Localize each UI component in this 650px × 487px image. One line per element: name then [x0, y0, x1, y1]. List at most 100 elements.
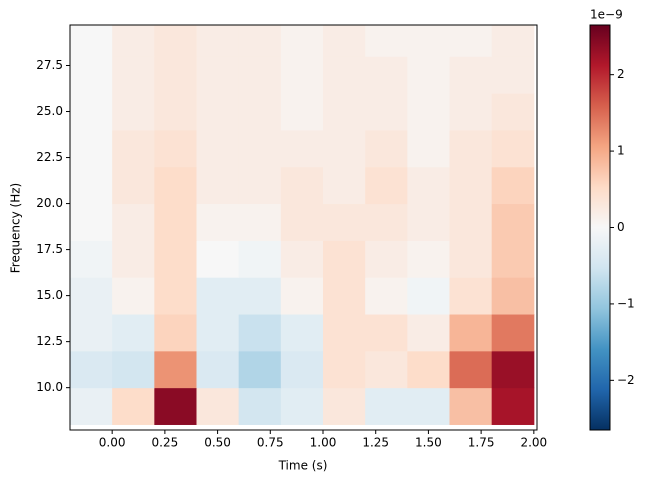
heatmap-cell: [449, 314, 493, 352]
heatmap-cell: [196, 387, 240, 425]
x-tick-label: 0.00: [99, 436, 126, 450]
x-tick-label: 0.25: [152, 436, 179, 450]
heatmap-cell: [70, 93, 113, 131]
heatmap-cell: [154, 240, 198, 278]
x-axis-label: Time (s): [278, 459, 328, 473]
heatmap-cell: [70, 56, 113, 94]
x-tick-label: 1.75: [468, 436, 495, 450]
heatmap-cell: [196, 314, 240, 352]
heatmap-cell: [112, 129, 155, 168]
heatmap-cell: [491, 203, 535, 241]
heatmap-cell: [449, 129, 493, 168]
heatmap-cell: [365, 25, 408, 57]
heatmap-cell: [323, 277, 366, 315]
heatmap-cell: [238, 25, 282, 57]
heatmap-cell: [238, 240, 282, 278]
heatmap-cell: [238, 350, 282, 389]
heatmap-cell: [280, 203, 324, 241]
heatmap-cell: [196, 240, 240, 278]
heatmap-cell: [154, 350, 198, 389]
heatmap-cell: [154, 277, 198, 315]
heatmap-cell: [70, 240, 113, 278]
heatmap-cell: [196, 56, 240, 94]
heatmap-cell: [70, 166, 113, 205]
heatmap-cell: [238, 93, 282, 131]
colorbar-tick-label: 0: [617, 220, 625, 234]
colorbar-tick-label: 2: [617, 67, 625, 81]
heatmap-cell: [112, 240, 155, 278]
heatmap-cell: [154, 129, 198, 168]
heatmap-cell: [365, 350, 408, 389]
heatmap-cell: [323, 387, 366, 425]
heatmap-cell: [280, 314, 324, 352]
heatmap-cell: [112, 93, 155, 131]
heatmap-cell: [280, 350, 324, 389]
heatmap-cell: [112, 25, 155, 57]
heatmap-cell: [449, 240, 493, 278]
colorbar-tick-label: 1: [617, 144, 625, 158]
heatmap-cell: [280, 240, 324, 278]
heatmap-cell: [154, 314, 198, 352]
y-tick-label: 10.0: [36, 380, 63, 394]
heatmap-cell: [365, 166, 408, 205]
heatmap-cell: [70, 277, 113, 315]
heatmap-cell: [323, 93, 366, 131]
heatmap-cell: [280, 166, 324, 205]
heatmap-cell: [449, 203, 493, 241]
heatmap-cell: [280, 93, 324, 131]
heatmap-cell: [449, 166, 493, 205]
heatmap-cell: [280, 129, 324, 168]
heatmap-cell: [407, 166, 451, 205]
heatmap-cell: [449, 277, 493, 315]
heatmap-cell: [365, 240, 408, 278]
heatmap-cell: [196, 129, 240, 168]
heatmap-cell: [491, 166, 535, 205]
y-tick-label: 27.5: [36, 58, 63, 72]
heatmap-cell: [70, 387, 113, 425]
x-tick-label: 0.75: [257, 436, 284, 450]
heatmap-cell: [365, 56, 408, 94]
heatmap-cell: [323, 129, 366, 168]
heatmap-cell: [323, 314, 366, 352]
heatmap-cell: [491, 387, 535, 425]
heatmap-cell: [196, 25, 240, 57]
heatmap-cell: [365, 93, 408, 131]
heatmap-cell: [112, 166, 155, 205]
heatmap-cell: [407, 25, 451, 57]
heatmap-cell: [407, 240, 451, 278]
heatmap-cell: [491, 129, 535, 168]
y-tick-label: 12.5: [36, 334, 63, 348]
heatmap-cell: [112, 387, 155, 425]
heatmap-cell: [449, 25, 493, 57]
heatmap-cell: [112, 277, 155, 315]
heatmap-cell: [112, 203, 155, 241]
plot-frame: [69, 24, 538, 431]
heatmap-cell: [196, 277, 240, 315]
heatmap-cell: [238, 314, 282, 352]
y-tick-label: 25.0: [36, 104, 63, 118]
heatmap-cell: [449, 350, 493, 389]
heatmap-cell: [154, 387, 198, 425]
heatmap-cell: [491, 25, 535, 57]
heatmap-cell: [407, 203, 451, 241]
heatmap-cell: [238, 129, 282, 168]
heatmap-cell: [154, 25, 198, 57]
x-tick-label: 1.25: [362, 436, 389, 450]
heatmap-cell: [407, 314, 451, 352]
heatmap-cell: [407, 129, 451, 168]
heatmap-cell: [407, 350, 451, 389]
colorbar-offset-label: 1e−9: [590, 8, 623, 22]
heatmap-cell: [449, 93, 493, 131]
heatmap-cell: [323, 25, 366, 57]
heatmap-cell: [70, 129, 113, 168]
heatmap-cell: [70, 203, 113, 241]
heatmap-cell: [365, 314, 408, 352]
colorbar-tick-label: −1: [617, 296, 635, 310]
heatmap-cell: [491, 240, 535, 278]
heatmap-cell: [365, 387, 408, 425]
heatmap-cell: [196, 350, 240, 389]
heatmap-cell: [491, 277, 535, 315]
heatmap-cell: [112, 350, 155, 389]
heatmap-cell: [238, 56, 282, 94]
y-tick-label: 20.0: [36, 196, 63, 210]
